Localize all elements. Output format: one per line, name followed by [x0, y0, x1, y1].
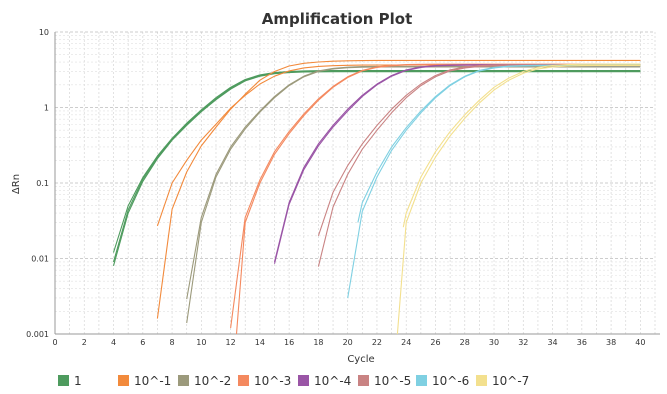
legend: 1 10^-1 10^-2 10^-3 10^-4 10^-5 10^-6 10^-7: [58, 374, 529, 388]
x-tick-label: 32: [518, 338, 528, 347]
legend-swatch: [118, 375, 129, 386]
series-7: [397, 64, 640, 334]
legend-swatch: [358, 375, 369, 386]
x-tick-label: 26: [430, 338, 440, 347]
legend-swatch: [416, 375, 427, 386]
x-tick-label: 10: [196, 338, 206, 347]
y-tick-label: 0.01: [31, 255, 49, 264]
x-tick-label: 24: [401, 338, 411, 347]
grid: [55, 32, 655, 334]
legend-swatch: [58, 375, 69, 386]
x-tick-label: 4: [111, 338, 116, 347]
x-tick-label: 14: [255, 338, 265, 347]
legend-swatch: [476, 375, 487, 386]
legend-label: 10^-1: [134, 374, 171, 388]
series-line: [358, 65, 641, 222]
series-line: [275, 65, 641, 262]
x-tick-label: 34: [547, 338, 557, 347]
series-line: [157, 60, 640, 318]
x-tick-label: 12: [226, 338, 236, 347]
legend-label: 10^-3: [254, 374, 291, 388]
legend-swatch: [178, 375, 189, 386]
x-tick-label: 20: [343, 338, 353, 347]
series-line: [318, 65, 640, 236]
x-tick-label: 38: [606, 338, 616, 347]
y-tick-label: 1: [44, 104, 49, 113]
series-line: [403, 64, 640, 227]
legend-label: 10^-6: [432, 374, 469, 388]
legend-label: 1: [74, 374, 82, 388]
x-tick-label: 0: [52, 338, 57, 347]
legend-label: 10^-4: [314, 374, 351, 388]
legend-label: 10^-7: [492, 374, 529, 388]
series-line: [275, 65, 641, 264]
x-axis-label: Cycle: [347, 354, 374, 365]
legend-swatch: [238, 375, 249, 386]
x-tick-label: 22: [372, 338, 382, 347]
y-tick-label: 0.1: [36, 179, 49, 188]
x-tick-label: 6: [140, 338, 145, 347]
x-tick-label: 8: [170, 338, 175, 347]
x-tick-label: 36: [577, 338, 587, 347]
x-tick-label: 28: [460, 338, 470, 347]
x-tick-label: 2: [82, 338, 87, 347]
chart-title: Amplification Plot: [262, 10, 413, 28]
series-line: [237, 65, 641, 334]
x-tick-label: 40: [635, 338, 645, 347]
legend-label: 10^-2: [194, 374, 231, 388]
series-1: [157, 60, 640, 318]
y-tick-label: 10: [39, 28, 49, 37]
x-tick-label: 18: [313, 338, 323, 347]
series-4: [275, 65, 641, 264]
x-tick-label: 16: [284, 338, 294, 347]
x-tick-label: 30: [489, 338, 499, 347]
legend-swatch: [298, 375, 309, 386]
y-tick-label: 0.001: [26, 330, 49, 339]
legend-label: 10^-5: [374, 374, 411, 388]
y-axis-label: ΔRn: [11, 174, 22, 194]
